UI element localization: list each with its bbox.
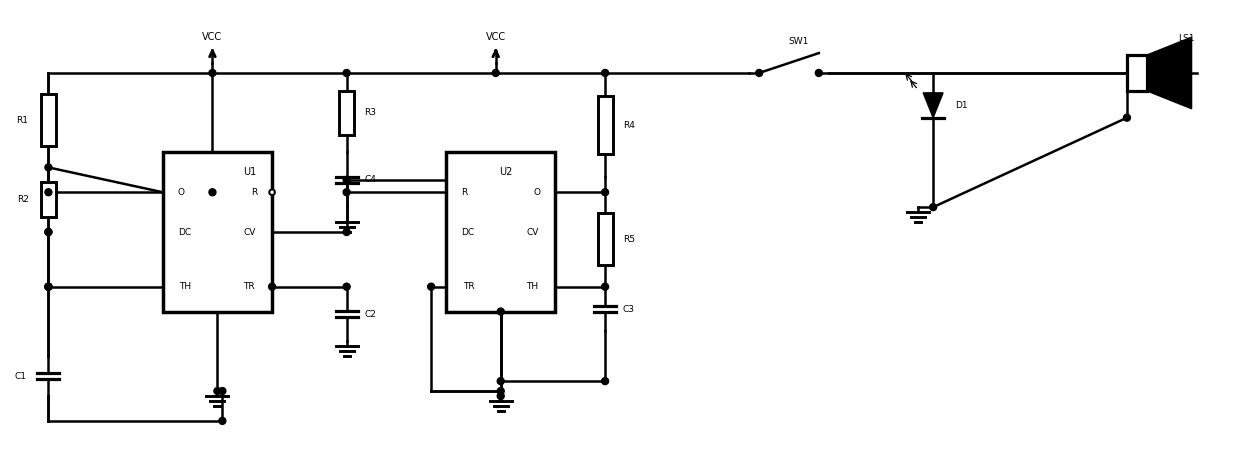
Text: TR: TR bbox=[243, 282, 255, 291]
Text: O: O bbox=[177, 188, 184, 197]
Circle shape bbox=[45, 283, 52, 290]
Text: R2: R2 bbox=[16, 195, 29, 204]
Text: R: R bbox=[461, 188, 467, 197]
Text: R: R bbox=[250, 188, 258, 197]
Text: U2: U2 bbox=[498, 167, 512, 177]
Circle shape bbox=[45, 228, 52, 235]
Text: D1: D1 bbox=[955, 101, 967, 110]
Circle shape bbox=[343, 177, 350, 184]
Text: LS1: LS1 bbox=[1178, 34, 1195, 42]
Circle shape bbox=[816, 70, 822, 77]
Circle shape bbox=[45, 189, 52, 196]
Circle shape bbox=[497, 308, 505, 315]
Text: C1: C1 bbox=[15, 372, 26, 381]
Text: R1: R1 bbox=[16, 116, 29, 125]
Bar bbox=[340, 91, 355, 134]
Circle shape bbox=[1123, 114, 1131, 121]
Circle shape bbox=[219, 388, 226, 395]
Bar bbox=[41, 182, 56, 218]
Polygon shape bbox=[1147, 37, 1192, 109]
Bar bbox=[1127, 55, 1147, 91]
Circle shape bbox=[215, 388, 221, 395]
Bar bbox=[598, 97, 613, 154]
Circle shape bbox=[219, 417, 226, 425]
Circle shape bbox=[343, 228, 350, 235]
Circle shape bbox=[45, 283, 52, 290]
Bar bbox=[41, 94, 56, 146]
Text: TH: TH bbox=[180, 282, 192, 291]
Circle shape bbox=[755, 70, 763, 77]
Bar bbox=[598, 213, 613, 265]
Circle shape bbox=[601, 283, 609, 290]
Text: C4: C4 bbox=[365, 175, 377, 184]
Circle shape bbox=[343, 189, 350, 196]
Text: VCC: VCC bbox=[202, 32, 222, 42]
Text: DC: DC bbox=[461, 227, 475, 236]
Circle shape bbox=[269, 283, 275, 290]
Circle shape bbox=[497, 393, 505, 399]
Circle shape bbox=[343, 70, 350, 77]
Circle shape bbox=[45, 283, 52, 290]
Text: C2: C2 bbox=[365, 310, 377, 318]
Text: R4: R4 bbox=[622, 120, 635, 130]
Text: R3: R3 bbox=[365, 108, 377, 117]
Bar bbox=[162, 153, 272, 311]
Text: U1: U1 bbox=[243, 167, 257, 177]
Circle shape bbox=[497, 378, 505, 385]
Circle shape bbox=[601, 378, 609, 385]
Text: DC: DC bbox=[179, 227, 191, 236]
Text: CV: CV bbox=[526, 227, 538, 236]
Circle shape bbox=[492, 70, 500, 77]
Bar bbox=[446, 153, 556, 311]
Polygon shape bbox=[924, 93, 944, 118]
Text: TH: TH bbox=[527, 282, 538, 291]
Circle shape bbox=[497, 388, 505, 395]
Text: CV: CV bbox=[243, 227, 255, 236]
Circle shape bbox=[45, 164, 52, 171]
Circle shape bbox=[210, 70, 216, 77]
Text: R5: R5 bbox=[622, 235, 635, 244]
Circle shape bbox=[930, 204, 936, 211]
Circle shape bbox=[210, 189, 216, 196]
Text: O: O bbox=[534, 188, 541, 197]
Text: TR: TR bbox=[463, 282, 475, 291]
Text: SW1: SW1 bbox=[789, 36, 810, 46]
Text: C3: C3 bbox=[622, 304, 635, 313]
Circle shape bbox=[45, 228, 52, 235]
Circle shape bbox=[601, 70, 609, 77]
Circle shape bbox=[269, 190, 275, 195]
Circle shape bbox=[601, 189, 609, 196]
Text: VCC: VCC bbox=[486, 32, 506, 42]
Circle shape bbox=[343, 283, 350, 290]
Circle shape bbox=[428, 283, 434, 290]
